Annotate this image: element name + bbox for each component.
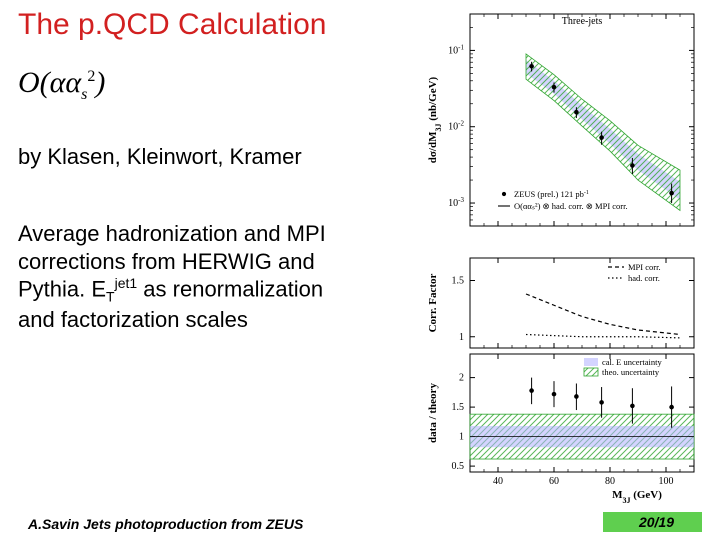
svg-text:40: 40	[493, 476, 503, 487]
body-l3sub: T	[106, 289, 115, 305]
footer-left: A.Savin Jets photoproduction from ZEUS	[28, 516, 303, 532]
left-column: The p.QCD Calculation O(ααs2) by Klasen,…	[18, 8, 418, 334]
svg-text:Three-jets: Three-jets	[562, 16, 603, 27]
svg-text:1: 1	[459, 432, 464, 443]
plot-column: Three-jets 10-3 10-2 10-1 ZEUS (prel.) 121 p…	[422, 6, 714, 506]
body-l3b: as renormalization	[137, 276, 323, 301]
svg-text:100: 100	[659, 476, 674, 487]
svg-text:MPI corr.: MPI corr.	[628, 262, 661, 272]
svg-text:60: 60	[549, 476, 559, 487]
slide-title: The p.QCD Calculation	[18, 8, 418, 42]
body-text: Average hadronization and MPI correction…	[18, 220, 418, 334]
svg-text:10-1: 10-1	[448, 43, 464, 56]
authors-line: by Klasen, Kleinwort, Kramer	[18, 144, 418, 170]
svg-text:data / theory: data / theory	[427, 383, 439, 443]
svg-text:O(ααₛ²) ⊗ had. corr. ⊗ MPI cor: O(ααₛ²) ⊗ had. corr. ⊗ MPI corr.	[514, 201, 628, 211]
svg-text:had. corr.: had. corr.	[628, 273, 660, 283]
svg-text:Corr. Factor: Corr. Factor	[427, 273, 439, 332]
body-l3a: Pythia. E	[18, 276, 106, 301]
svg-text:dσ/dM3J (nb/GeV): dσ/dM3J (nb/GeV)	[427, 76, 443, 163]
svg-text:1: 1	[459, 332, 464, 343]
body-l1: Average hadronization and MPI	[18, 221, 326, 246]
order-formula: O(ααs2)	[18, 66, 418, 104]
footer: A.Savin Jets photoproduction from ZEUS 2…	[0, 512, 720, 532]
body-l2: corrections from HERWIG and	[18, 249, 315, 274]
svg-text:10-3: 10-3	[448, 196, 464, 209]
svg-text:1.5: 1.5	[452, 276, 465, 287]
svg-text:theo. uncertainty: theo. uncertainty	[602, 367, 660, 377]
footer-page-number: 20/19	[603, 512, 702, 532]
body-l3sup: jet1	[115, 275, 138, 291]
slide-root: The p.QCD Calculation O(ααs2) by Klasen,…	[0, 0, 720, 540]
svg-text:ZEUS (prel.) 121 pb-1: ZEUS (prel.) 121 pb-1	[514, 189, 589, 199]
svg-text:2: 2	[459, 373, 464, 384]
body-l4: and factorization scales	[18, 307, 248, 332]
svg-text:0.5: 0.5	[452, 461, 465, 472]
svg-text:cal. E uncertainty: cal. E uncertainty	[602, 357, 662, 367]
svg-text:1.5: 1.5	[452, 402, 465, 413]
svg-text:M3J (GeV): M3J (GeV)	[612, 489, 662, 505]
svg-text:10-2: 10-2	[448, 120, 464, 133]
svg-text:80: 80	[605, 476, 615, 487]
